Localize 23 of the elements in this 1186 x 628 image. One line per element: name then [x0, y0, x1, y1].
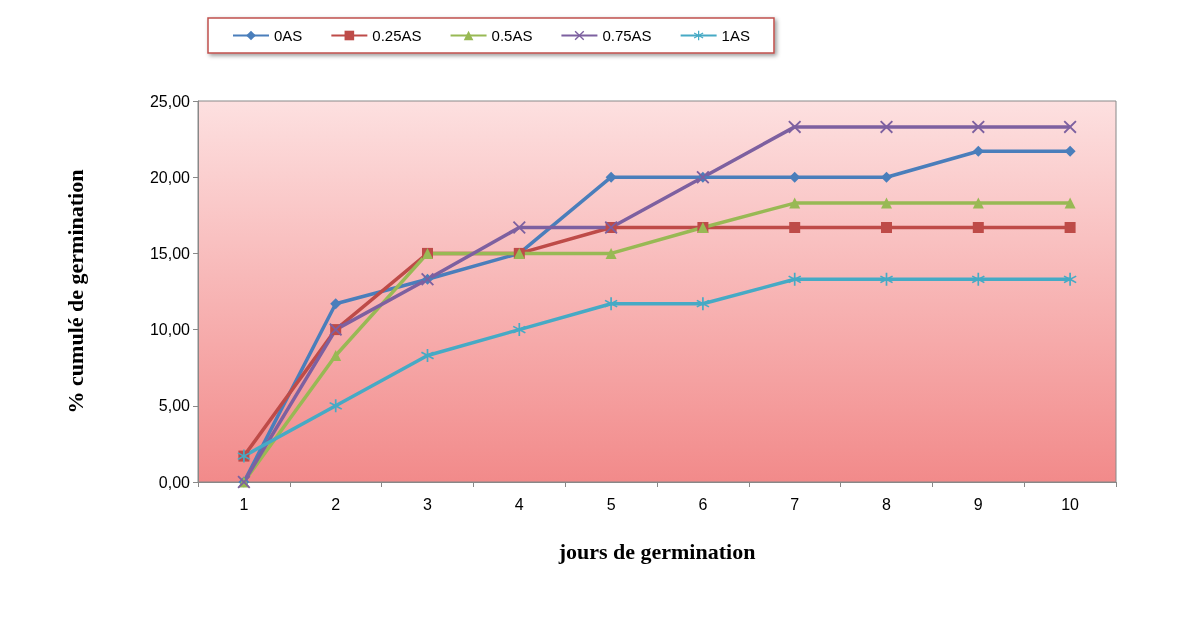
x-tick-label: 1 — [239, 495, 249, 513]
legend-label: 1AS — [721, 27, 750, 44]
y-tick-label: 5,00 — [158, 397, 191, 415]
x-axis-title: jours de germination — [557, 538, 756, 564]
x-tick-label: 10 — [1061, 495, 1080, 513]
x-tick-label: 6 — [698, 495, 708, 513]
y-tick-label: 10,00 — [149, 321, 191, 339]
x-tick-label: 4 — [514, 495, 524, 513]
y-axis-title: % cumulé de germination — [62, 169, 88, 414]
y-tick-label: 20,00 — [149, 168, 191, 186]
y-tick-label: 0,00 — [158, 473, 191, 491]
x-tick-label: 2 — [331, 495, 341, 513]
legend-label: 0.75AS — [602, 27, 652, 44]
x-tick-label: 9 — [973, 495, 983, 513]
legend-label: 0.5AS — [491, 27, 533, 44]
x-tick-label: 3 — [423, 495, 433, 513]
y-tick-label: 15,00 — [149, 244, 191, 262]
legend-label: 0.25AS — [372, 27, 422, 44]
x-tick-label: 5 — [606, 495, 616, 513]
legend-label: 0AS — [274, 27, 303, 44]
y-tick-label: 25,00 — [149, 92, 191, 110]
x-tick-label: 8 — [882, 495, 892, 513]
x-tick-label: 7 — [790, 495, 800, 513]
